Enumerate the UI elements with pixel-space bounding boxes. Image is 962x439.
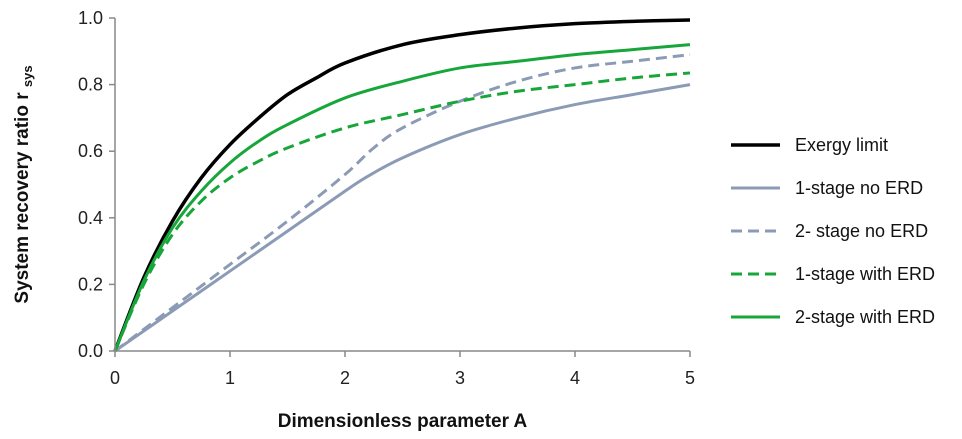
series-line-3 bbox=[114, 53, 691, 353]
y-tick-label: 0.8 bbox=[78, 75, 103, 95]
legend-label-3: 2- stage no ERD bbox=[795, 221, 928, 241]
series-line-5 bbox=[113, 43, 691, 352]
x-axis-title-text: Dimensionless parameter A bbox=[278, 411, 528, 432]
y-tick-label: 0.0 bbox=[78, 341, 103, 361]
legend: Exergy limit 1-stage no ERD 2- stage no ER… bbox=[731, 135, 935, 327]
legend-label-4: 1-stage with ERD bbox=[795, 264, 935, 284]
x-tick-label: 1 bbox=[225, 368, 235, 388]
y-tick-label: 0.4 bbox=[78, 208, 103, 228]
series-line-2 bbox=[114, 83, 691, 353]
series-line-1 bbox=[113, 18, 691, 352]
y-tick-label: 0.6 bbox=[78, 141, 103, 161]
legend-label-1: Exergy limit bbox=[795, 135, 888, 155]
y-tick-label: 1.0 bbox=[78, 8, 103, 28]
y-axis-title: System recovery ratio r sys bbox=[12, 65, 35, 303]
ticks-layer: 0 1 2 3 4 5 0.0 0.2 0.4 0.6 0.8 1.0 bbox=[78, 8, 695, 388]
x-tick-label: 0 bbox=[110, 368, 120, 388]
axes-layer bbox=[114, 18, 690, 352]
y-tick-label: 0.2 bbox=[78, 274, 103, 294]
series-line-4 bbox=[113, 71, 691, 352]
y-axis-title-text: System recovery ratio r bbox=[12, 92, 33, 304]
x-tick-label: 5 bbox=[685, 368, 695, 388]
y-axis-title-subscript: sys bbox=[20, 65, 35, 87]
x-tick-label: 4 bbox=[570, 368, 580, 388]
x-tick-label: 3 bbox=[455, 368, 465, 388]
series-layer bbox=[113, 18, 691, 353]
legend-label-5: 2-stage with ERD bbox=[795, 307, 935, 327]
x-tick-label: 2 bbox=[340, 368, 350, 388]
x-axis-title: Dimensionless parameter A bbox=[278, 411, 528, 432]
legend-label-2: 1-stage no ERD bbox=[795, 178, 923, 198]
